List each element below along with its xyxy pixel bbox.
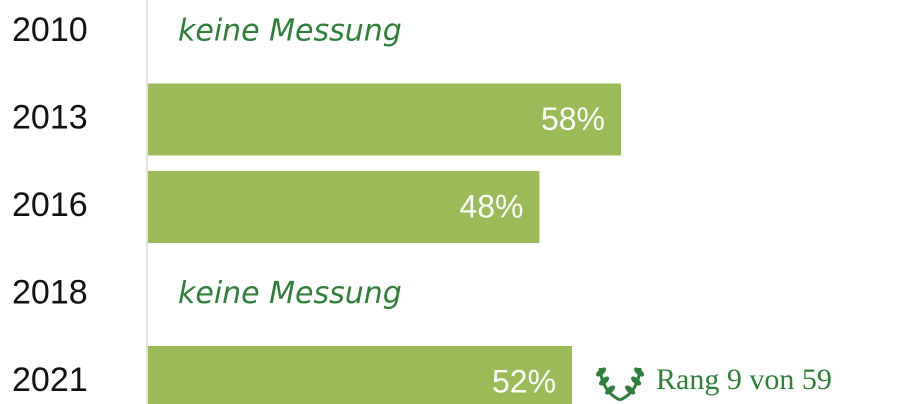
- category-label: 2018: [12, 273, 88, 311]
- laurel-leaf: [596, 367, 607, 377]
- annotation: Rang 9 von 59: [656, 363, 832, 396]
- laurel-leaf: [625, 385, 636, 395]
- category-label: 2013: [12, 98, 88, 136]
- laurel-leaf: [605, 385, 616, 395]
- bar: [148, 171, 540, 243]
- value-label: 58%: [541, 101, 605, 137]
- value-label: 52%: [492, 363, 556, 399]
- laurel-icon: [596, 367, 645, 402]
- bar: [148, 346, 573, 404]
- laurel-leaf: [634, 367, 645, 377]
- category-label: 2016: [12, 186, 88, 224]
- missing-label: keine Messung: [178, 14, 402, 49]
- category-label: 2021: [12, 361, 88, 399]
- laurel-leaf: [631, 376, 642, 386]
- laurel-leaf: [599, 376, 610, 386]
- value-label: 48%: [459, 188, 523, 224]
- bar: [148, 83, 621, 156]
- category-label: 2010: [12, 11, 88, 49]
- missing-label: keine Messung: [178, 276, 402, 311]
